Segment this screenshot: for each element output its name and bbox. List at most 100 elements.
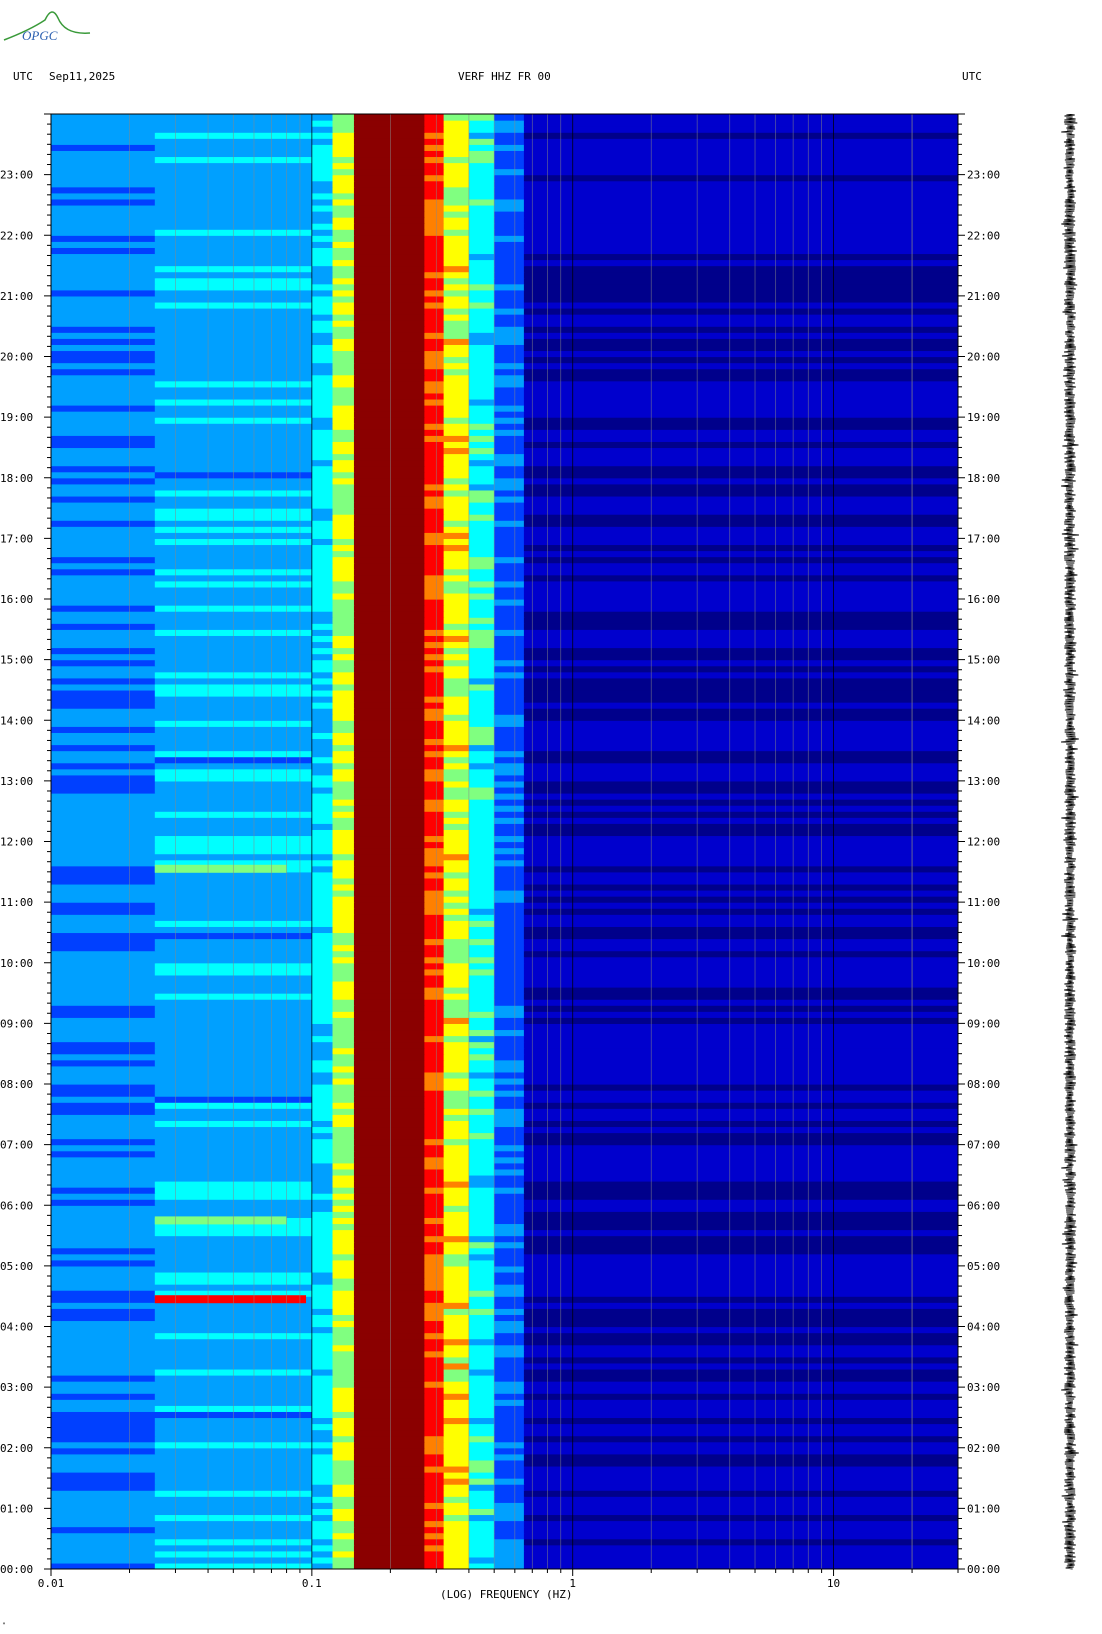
heatmap-cell bbox=[51, 204, 156, 212]
heatmap-cell bbox=[424, 671, 445, 679]
heatmap-cell bbox=[51, 1550, 156, 1558]
heatmap-cell bbox=[443, 1344, 470, 1352]
heatmap-cell bbox=[311, 1435, 334, 1443]
heatmap-cell bbox=[332, 265, 355, 273]
heatmap-cell bbox=[311, 374, 334, 382]
heatmap-cell bbox=[494, 289, 525, 297]
heatmap-cell bbox=[353, 1005, 425, 1012]
heatmap-cell bbox=[523, 453, 958, 461]
heatmap-cell bbox=[424, 993, 445, 1000]
y-tick-label-right: 17:00 bbox=[967, 532, 1000, 545]
y-tick-label-left: 03:00 bbox=[0, 1381, 33, 1394]
heatmap-cell bbox=[311, 968, 334, 976]
heatmap-cell bbox=[311, 562, 334, 570]
heatmap-cell bbox=[51, 950, 156, 958]
heatmap-cell bbox=[424, 1241, 445, 1249]
heatmap-cell bbox=[51, 1338, 156, 1346]
heatmap-cell bbox=[51, 1253, 156, 1261]
heatmap-cell bbox=[311, 1520, 334, 1528]
heatmap-cell bbox=[311, 1181, 334, 1188]
heatmap-cell bbox=[424, 132, 445, 139]
heatmap-cell bbox=[311, 1308, 334, 1315]
heatmap-cell bbox=[523, 211, 958, 218]
heatmap-cell bbox=[494, 453, 525, 461]
heatmap-cell bbox=[523, 192, 958, 200]
heatmap-cell bbox=[353, 908, 425, 915]
heatmap-cell bbox=[332, 1478, 355, 1485]
heatmap-cell bbox=[494, 1259, 525, 1267]
heatmap-cell bbox=[523, 1514, 958, 1522]
heatmap-cell bbox=[51, 574, 156, 582]
heatmap-cell bbox=[311, 508, 334, 515]
heatmap-cell bbox=[311, 217, 334, 224]
heatmap-cell bbox=[353, 1302, 425, 1309]
heatmap-cell bbox=[424, 495, 445, 503]
heatmap-cell bbox=[494, 786, 525, 794]
heatmap-cell bbox=[523, 180, 958, 188]
heatmap-cell bbox=[494, 635, 525, 643]
heatmap-cell bbox=[494, 1041, 525, 1049]
heatmap-cell bbox=[424, 223, 445, 230]
heatmap-cell bbox=[443, 1077, 470, 1085]
heatmap-cell bbox=[523, 526, 958, 533]
heatmap-cell bbox=[332, 562, 355, 570]
heatmap-cell bbox=[468, 417, 495, 424]
heatmap-cell bbox=[494, 356, 525, 364]
heatmap-cell bbox=[424, 914, 445, 921]
heatmap-cell bbox=[494, 526, 525, 533]
heatmap-cell bbox=[494, 877, 525, 885]
heatmap-cell bbox=[523, 1338, 958, 1346]
heatmap-cell bbox=[468, 502, 495, 509]
heatmap-cell bbox=[311, 1108, 334, 1115]
heatmap-cell bbox=[523, 871, 958, 879]
heatmap-cell bbox=[523, 980, 958, 988]
heatmap-cell bbox=[424, 683, 445, 691]
heatmap-cell bbox=[523, 859, 958, 867]
heatmap-cell bbox=[51, 1023, 156, 1031]
heatmap-cell bbox=[51, 441, 156, 449]
heatmap-cell bbox=[494, 1417, 525, 1425]
heatmap-cell bbox=[51, 235, 156, 242]
heatmap-cell bbox=[353, 514, 425, 521]
heatmap-cell bbox=[523, 429, 958, 436]
heatmap-cell bbox=[523, 1368, 958, 1376]
heatmap-cell bbox=[353, 483, 425, 491]
heatmap-cell bbox=[311, 1162, 334, 1170]
heatmap-cell bbox=[353, 544, 425, 552]
heatmap-cell bbox=[51, 599, 156, 606]
heatmap-cell bbox=[494, 1181, 525, 1188]
heatmap-cell bbox=[494, 465, 525, 473]
heatmap-cell bbox=[424, 768, 445, 776]
heatmap-cell bbox=[523, 592, 958, 600]
heatmap-cell bbox=[424, 1399, 445, 1406]
heatmap-cell bbox=[51, 605, 156, 612]
heatmap-cell bbox=[353, 823, 425, 830]
heatmap-cell bbox=[494, 944, 525, 952]
heatmap-cell bbox=[468, 1441, 495, 1449]
heatmap-cell bbox=[353, 932, 425, 940]
heatmap-cell bbox=[332, 1496, 355, 1503]
heatmap-cell bbox=[353, 556, 425, 564]
heatmap-cell bbox=[443, 1150, 470, 1158]
heatmap-cell bbox=[311, 1375, 334, 1382]
heatmap-cell bbox=[443, 1441, 470, 1449]
heatmap-cell bbox=[494, 1502, 525, 1509]
heatmap-cell bbox=[424, 762, 445, 770]
heatmap-cell bbox=[51, 1302, 156, 1309]
heatmap-cell bbox=[353, 356, 425, 364]
heatmap-cell bbox=[523, 1490, 958, 1497]
heatmap-cell bbox=[424, 229, 445, 236]
heatmap-cell bbox=[51, 1053, 156, 1061]
heatmap-cell bbox=[424, 1356, 445, 1364]
heatmap-cell bbox=[523, 1235, 958, 1243]
y-tick-label-right: 07:00 bbox=[967, 1139, 1000, 1152]
heatmap-cell bbox=[468, 1132, 495, 1140]
heatmap-cell bbox=[424, 1393, 445, 1400]
heatmap-cell bbox=[332, 1077, 355, 1085]
heatmap-cell bbox=[51, 144, 156, 151]
heatmap-cell bbox=[51, 1071, 156, 1079]
heatmap-cell bbox=[443, 629, 470, 636]
heatmap-cell bbox=[332, 1241, 355, 1249]
heatmap-cell bbox=[332, 1059, 355, 1067]
heatmap-cell bbox=[424, 987, 445, 994]
